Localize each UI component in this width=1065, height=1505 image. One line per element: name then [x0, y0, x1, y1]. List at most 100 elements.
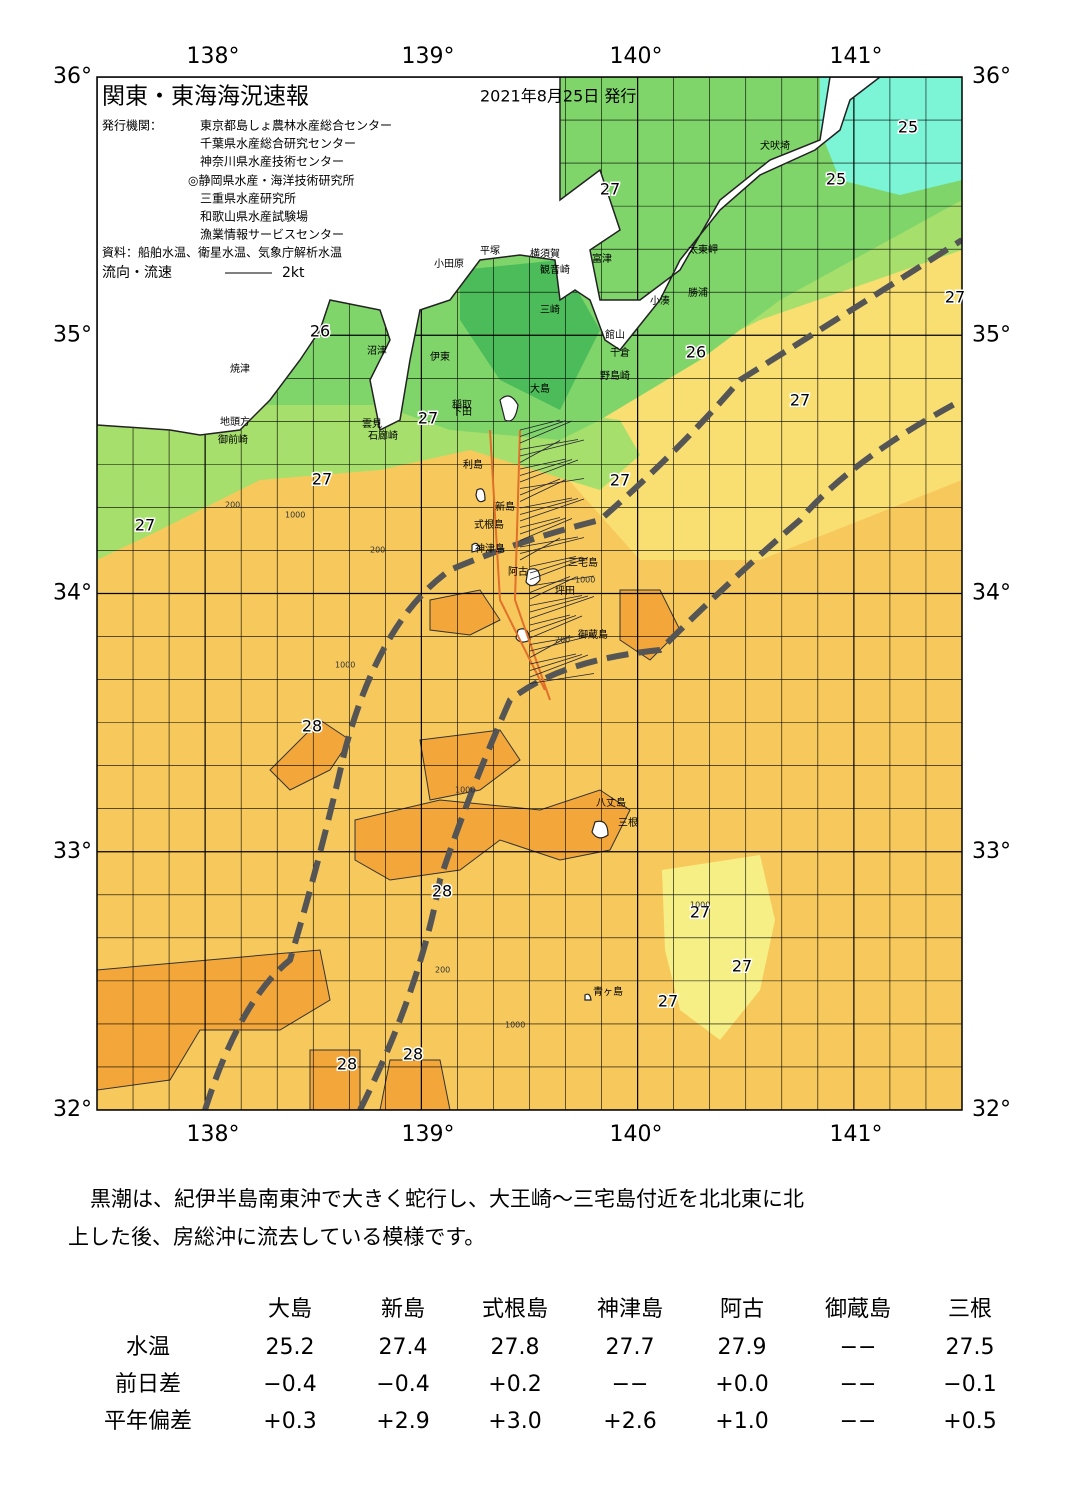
lon-label: 140°	[610, 1122, 663, 1147]
publisher: 漁業情報サービスセンター	[200, 228, 344, 242]
map-frame	[96, 76, 963, 1111]
contour-label: 26	[686, 343, 706, 362]
comment: 上した後、房総沖に流去している模様です。	[68, 1225, 485, 1249]
place-name: 地頭方	[220, 415, 250, 428]
current-vector	[529, 615, 577, 632]
cell: −−	[840, 1372, 877, 1397]
current-vector	[519, 537, 561, 561]
current-vector	[519, 517, 561, 528]
lon-label: 139°	[402, 1122, 455, 1147]
current-vector	[519, 479, 567, 502]
cell: 27.8	[491, 1335, 540, 1360]
contour-label: 27	[600, 180, 620, 199]
current-vector	[529, 576, 577, 600]
contour-label: 25	[826, 170, 846, 189]
cell: −−	[840, 1409, 877, 1434]
row-label: 水温	[126, 1335, 170, 1360]
lat-label: 36°	[53, 64, 92, 89]
legend-scale: 2kt	[282, 265, 305, 281]
current-vector	[519, 440, 561, 463]
place-name: 神津島	[475, 542, 505, 555]
contour-label: 27	[945, 288, 965, 307]
source: 資料：船舶水温、衛星水温、気象庁解析水温	[102, 245, 342, 260]
row-label: 平年偏差	[104, 1409, 192, 1434]
place-name: 稲取	[452, 399, 472, 411]
cell: +0.2	[488, 1372, 541, 1397]
cell: +0.5	[943, 1409, 996, 1434]
lat-label: 35°	[53, 322, 92, 347]
contour-label: 27	[790, 391, 810, 410]
current-vector	[519, 458, 567, 470]
current-vector	[519, 536, 579, 548]
lat-label: 33°	[972, 839, 1011, 864]
contour-label: 27	[610, 471, 630, 490]
current-vector	[519, 419, 561, 431]
cell: −−	[612, 1372, 649, 1397]
depth-label: 1000	[455, 786, 475, 795]
lat-label: 33°	[53, 839, 92, 864]
place-name: 雲見	[362, 418, 382, 430]
cell: −0.1	[943, 1372, 996, 1397]
current-vector	[519, 439, 579, 450]
place-name: 御前崎	[218, 433, 248, 446]
depth-label: 1000	[335, 661, 355, 670]
contour-label: 28	[302, 717, 322, 736]
lat-label: 35°	[972, 322, 1011, 347]
contour-label: 27	[690, 903, 710, 922]
column-header: 阿古	[720, 1297, 764, 1322]
current-vector	[529, 595, 583, 606]
lat-label: 34°	[53, 581, 92, 606]
cell: 27.4	[379, 1335, 428, 1360]
current-vector	[529, 556, 583, 574]
current-vectors	[519, 419, 595, 684]
current-vector	[529, 673, 595, 684]
contour-label: 26	[310, 322, 330, 341]
column-header: 新島	[381, 1297, 425, 1322]
place-name: 館山	[605, 328, 625, 341]
place-name: 大島	[530, 382, 550, 395]
depth-label: 1000	[575, 576, 595, 585]
sea-temperature-map	[97, 77, 962, 1110]
kuroshio-axis	[202, 237, 962, 1110]
publisher: 東京都島しょ農林水産総合センター	[200, 118, 392, 133]
contour-label: 25	[898, 118, 918, 137]
current-vector	[519, 420, 573, 444]
lon-label: 140°	[610, 44, 663, 69]
current-vector	[529, 614, 571, 626]
lon-label: 138°	[187, 1122, 240, 1147]
current-vector	[519, 537, 585, 554]
publisher-label: 発行機関：	[102, 118, 162, 133]
place-name: 小田原	[434, 258, 464, 270]
place-name: 富津	[592, 252, 612, 265]
place-name: 青ヶ島	[593, 985, 623, 998]
place-name: 犬吠埼	[760, 139, 790, 152]
place-name: 御蔵島	[578, 628, 608, 641]
current-vector	[529, 634, 595, 652]
current-vector	[519, 459, 579, 483]
date: 2021年8月25日 発行	[480, 87, 636, 106]
warm-core	[97, 589, 681, 1110]
cell: +1.0	[715, 1409, 768, 1434]
contour-labels: 25 25 27 27 26 26 27 27 27 27 27 28 28 28 28 27 27 27 200 1…	[133, 116, 966, 1075]
place-name: 沼津	[367, 344, 387, 357]
lat-label: 32°	[53, 1097, 92, 1122]
legend-label: 流向・流速	[102, 265, 172, 281]
cell: −0.4	[263, 1372, 316, 1397]
place-name: 新島	[495, 500, 515, 513]
column-header: 神津島	[597, 1297, 663, 1322]
place-name: 坪田	[555, 584, 575, 597]
column-header: 三根	[948, 1297, 992, 1322]
current-vector	[519, 498, 579, 515]
depth-label: 1000	[690, 901, 710, 910]
current-vector	[529, 654, 583, 671]
lon-label: 141°	[830, 44, 883, 69]
cell: +3.0	[488, 1409, 541, 1434]
current-vector	[529, 576, 571, 593]
place-name: 小湊	[650, 294, 670, 307]
contour-label: 27	[135, 516, 155, 535]
header: 関東・東海海況速報 2021年8月25日 発行 発行機関： 東京都島しょ農林水産…	[102, 84, 636, 282]
current-vector	[519, 439, 585, 457]
place-name: 観音崎	[540, 263, 570, 276]
